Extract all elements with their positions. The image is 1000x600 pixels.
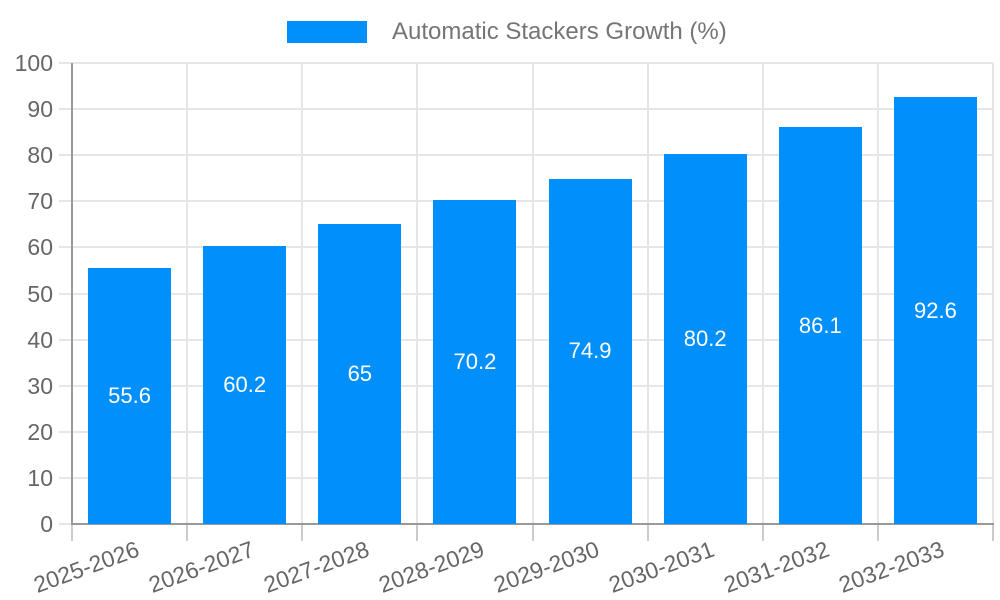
x-axis-tick <box>301 524 304 541</box>
y-axis-tick <box>59 384 72 387</box>
bar-value-label: 65 <box>347 361 373 387</box>
gridline-vertical <box>531 63 534 524</box>
x-axis-tick <box>531 524 534 541</box>
bar-value-label: 86.1 <box>798 312 842 338</box>
y-axis-label: 20 <box>27 418 53 445</box>
bar-value-label: 74.9 <box>568 338 612 364</box>
x-axis-tick <box>71 524 73 541</box>
gridline-vertical <box>992 63 994 524</box>
y-axis-tick <box>59 476 72 479</box>
y-axis-label: 100 <box>14 50 53 76</box>
legend-item[interactable]: Automatic Stackers Growth (%) <box>287 19 727 45</box>
y-axis-tick <box>59 62 72 64</box>
y-axis-label: 10 <box>27 464 53 491</box>
gridline-vertical <box>416 63 419 524</box>
x-axis-tick <box>992 524 994 541</box>
gridline-vertical <box>186 63 189 524</box>
bar <box>893 97 977 524</box>
x-axis-tick <box>416 524 419 541</box>
y-axis-tick <box>59 338 72 341</box>
bar-value-label: 92.6 <box>914 297 957 323</box>
y-axis-line <box>71 63 73 524</box>
bar <box>663 154 747 524</box>
legend-swatch <box>287 21 367 43</box>
gridline-vertical <box>876 63 879 524</box>
bar-value-label: 60.2 <box>223 372 267 398</box>
y-axis-label: 0 <box>40 511 53 537</box>
x-axis-line <box>71 523 994 525</box>
y-axis-tick <box>59 246 72 249</box>
gridline-vertical <box>301 63 304 524</box>
y-axis-label: 90 <box>27 96 53 123</box>
bar <box>203 246 287 524</box>
y-axis-tick <box>59 154 72 157</box>
bar-value-label: 80.2 <box>683 326 727 352</box>
y-axis-label: 60 <box>27 234 53 261</box>
bar <box>778 127 862 524</box>
bar-value-label: 70.2 <box>453 349 497 375</box>
y-axis-label: 40 <box>27 326 53 353</box>
y-axis-label: 30 <box>27 372 53 399</box>
x-axis-tick <box>761 524 764 541</box>
y-axis-tick <box>59 108 72 111</box>
x-axis-tick <box>646 524 649 541</box>
y-axis-tick <box>59 430 72 433</box>
y-axis-label: 50 <box>27 280 53 307</box>
bar <box>318 224 402 524</box>
y-axis-tick <box>59 292 72 295</box>
bar <box>88 267 172 524</box>
y-axis-label: 70 <box>27 188 53 215</box>
bar <box>548 178 632 524</box>
y-axis-tick <box>59 200 72 203</box>
y-axis-tick <box>59 523 72 525</box>
legend-label: Automatic Stackers Growth (%) <box>392 18 727 45</box>
gridline-vertical <box>646 63 649 524</box>
x-axis-tick <box>186 524 189 541</box>
gridline-vertical <box>761 63 764 524</box>
x-axis-tick <box>876 524 879 541</box>
bar <box>433 200 517 524</box>
bar-value-label: 55.6 <box>108 382 151 408</box>
y-axis-label: 80 <box>27 142 53 169</box>
